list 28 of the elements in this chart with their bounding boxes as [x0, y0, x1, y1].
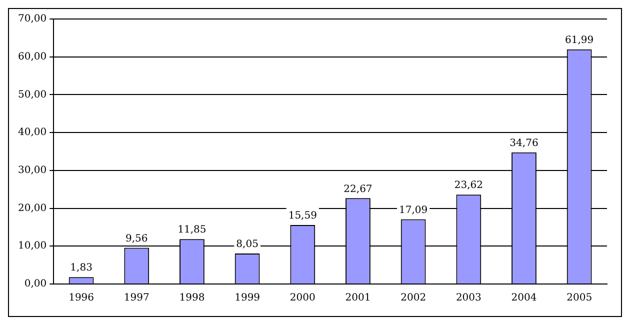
x-tick-label: 1998 — [179, 292, 205, 304]
x-tick-label: 2005 — [566, 292, 592, 304]
y-tick-label: 10,00 — [18, 240, 47, 252]
x-tick-label: 2003 — [456, 292, 482, 304]
x-tick-label: 1996 — [68, 292, 94, 304]
y-tick-label: 50,00 — [18, 89, 47, 100]
data-label: 8,05 — [236, 239, 258, 250]
data-label: 34,76 — [510, 138, 538, 149]
data-label: 9,56 — [126, 233, 148, 244]
data-label: 17,09 — [399, 204, 428, 216]
y-tick-label: 30,00 — [18, 165, 47, 176]
data-label: 15,59 — [288, 210, 317, 222]
data-label: 1,83 — [70, 262, 92, 274]
x-tick-label: 1999 — [234, 292, 260, 304]
x-tick-label: 1997 — [124, 292, 150, 304]
x-tick-label: 2002 — [400, 292, 426, 304]
y-tick-label: 70,00 — [18, 14, 47, 25]
data-label: 22,67 — [344, 184, 372, 195]
x-tick-label: 2004 — [511, 292, 537, 304]
data-label: 61,99 — [565, 34, 594, 46]
y-tick-label: 40,00 — [18, 127, 47, 138]
data-label: 11,85 — [178, 224, 206, 236]
y-tick-label: 20,00 — [18, 202, 47, 214]
data-label: 23,62 — [454, 180, 483, 192]
x-tick-label: 2001 — [345, 292, 371, 304]
y-tick-label: 60,00 — [18, 51, 47, 62]
y-tick-label: 0,00 — [24, 278, 47, 290]
x-tick-label: 2000 — [290, 292, 316, 304]
